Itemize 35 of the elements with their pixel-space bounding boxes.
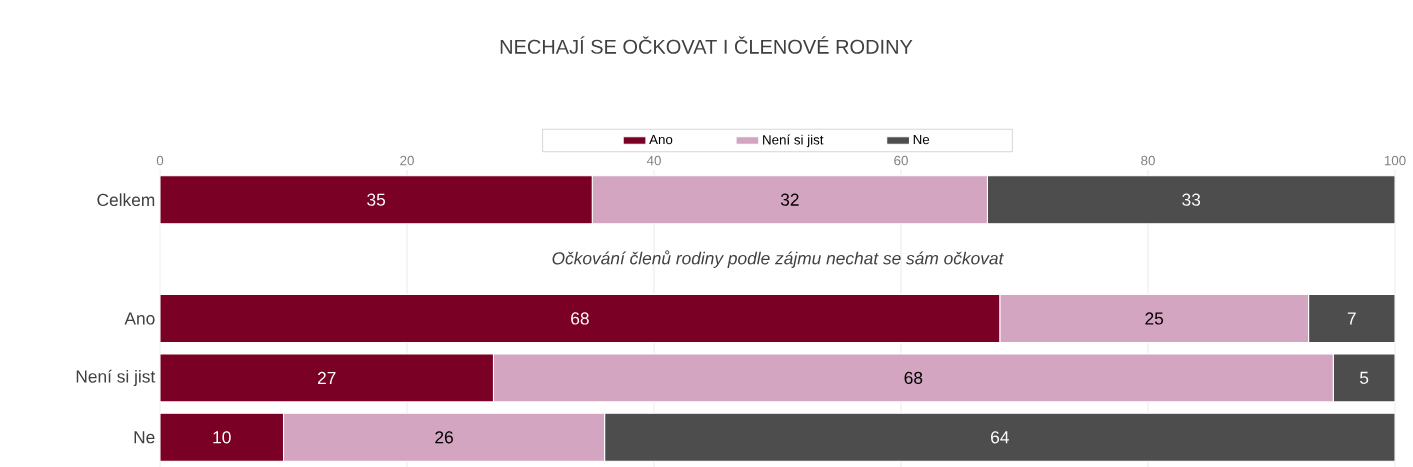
x-tick-label: 40 bbox=[646, 155, 661, 166]
y-tick-label: Celkem bbox=[97, 193, 155, 206]
data-label: 64 bbox=[991, 431, 1009, 444]
legend-label: Není si jist bbox=[763, 134, 824, 148]
y-tick-label: Ano bbox=[124, 312, 155, 325]
x-tick-label: 20 bbox=[400, 155, 414, 166]
data-label: 5 bbox=[1360, 371, 1369, 384]
legend-label: Ne bbox=[913, 134, 930, 145]
data-label: 32 bbox=[780, 193, 799, 206]
data-label: 68 bbox=[571, 312, 589, 325]
x-tick-label: 100 bbox=[1384, 155, 1406, 166]
x-tick-label: 60 bbox=[894, 155, 908, 166]
bar bbox=[160, 353, 494, 403]
legend-label: Ano bbox=[649, 134, 673, 145]
data-label: 27 bbox=[317, 371, 336, 384]
bar bbox=[160, 412, 285, 462]
bar bbox=[1308, 293, 1396, 343]
y-tick-label: Není si jist bbox=[76, 369, 156, 386]
bar bbox=[986, 175, 1396, 225]
chart-title: NECHAJÍ SE OČKOVAT I ČLENOVÉ RODINY bbox=[500, 36, 913, 54]
data-label: 68 bbox=[904, 371, 923, 384]
data-label: 26 bbox=[435, 431, 453, 444]
data-label: 7 bbox=[1347, 312, 1356, 325]
data-label: 10 bbox=[213, 431, 231, 444]
y-tick-label: Ne bbox=[134, 431, 155, 444]
bar bbox=[1332, 353, 1396, 403]
bar bbox=[160, 175, 593, 225]
data-label: 35 bbox=[367, 193, 386, 206]
bar bbox=[604, 412, 1396, 462]
data-label: 33 bbox=[1182, 193, 1201, 206]
annotation: Očkování členů rodiny podle zájmu nechat se sám očkovat bbox=[552, 250, 1004, 268]
data-label: 25 bbox=[1145, 312, 1164, 325]
bar bbox=[160, 293, 1001, 343]
x-tick-label: 0 bbox=[156, 155, 164, 166]
x-tick-label: 80 bbox=[1141, 155, 1155, 166]
